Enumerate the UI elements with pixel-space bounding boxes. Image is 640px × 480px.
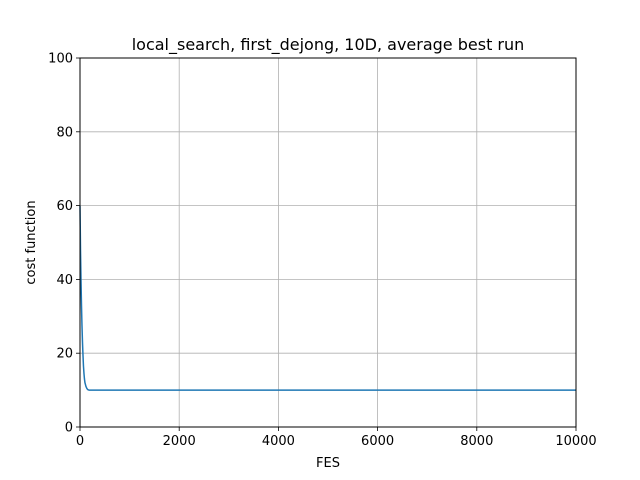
y-axis-label: cost function [24,200,39,284]
chart-title: local_search, first_dejong, 10D, average… [132,35,525,55]
x-tick-label: 4000 [262,434,295,449]
x-tick-label: 6000 [361,434,394,449]
y-tick-label: 80 [56,125,73,140]
y-tick-label: 60 [56,199,73,214]
x-tick-label: 0 [76,434,84,449]
axes-frame [79,57,577,428]
x-tick-label: 8000 [460,434,493,449]
y-tick-label: 0 [65,421,73,436]
series-line [79,205,576,391]
plot-area [79,205,576,391]
y-tick-label: 40 [56,273,73,288]
x-axis-ticks: 0 2000 4000 6000 8000 10000 [76,427,597,449]
y-tick-label: 100 [48,52,73,67]
x-axis-label: FES [316,456,340,471]
y-tick-label: 20 [56,347,73,362]
x-tick-label: 2000 [163,434,196,449]
x-tick-label: 10000 [555,434,596,449]
y-axis-ticks: 0 20 40 60 80 100 [48,52,80,436]
